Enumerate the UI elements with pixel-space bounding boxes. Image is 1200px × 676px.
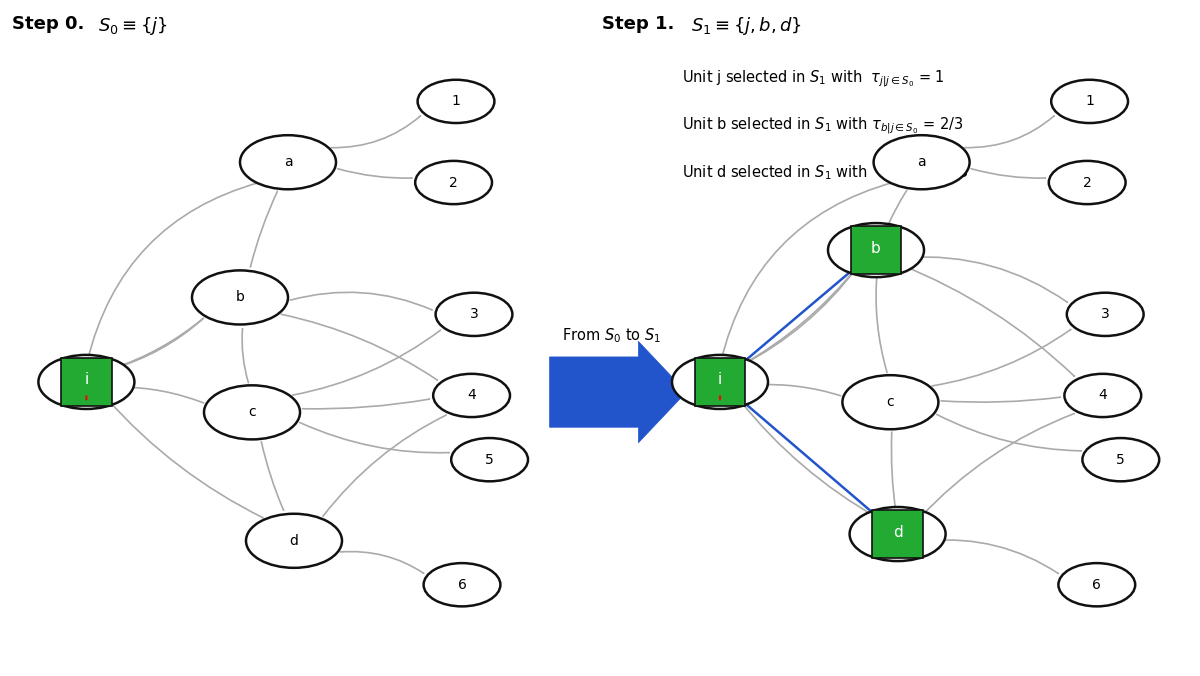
FancyArrowPatch shape (932, 330, 1070, 386)
Text: 4: 4 (467, 389, 476, 402)
Text: b: b (871, 241, 881, 256)
Circle shape (415, 161, 492, 204)
Text: Unit j selected in $S_1$ with  $\tau_{j|j\in S_0}$ = 1: Unit j selected in $S_1$ with $\tau_{j|j… (682, 68, 944, 89)
Circle shape (192, 270, 288, 324)
FancyArrowPatch shape (337, 169, 412, 178)
Circle shape (246, 514, 342, 568)
Circle shape (874, 135, 970, 189)
FancyArrowPatch shape (262, 441, 283, 510)
FancyArrowPatch shape (112, 318, 204, 369)
FancyArrowPatch shape (738, 398, 877, 516)
FancyArrowPatch shape (300, 422, 449, 453)
FancyBboxPatch shape (61, 358, 112, 406)
Text: 3: 3 (1100, 308, 1110, 321)
FancyArrowPatch shape (739, 268, 857, 366)
FancyArrowPatch shape (971, 169, 1045, 178)
Circle shape (850, 507, 946, 561)
FancyArrowPatch shape (293, 331, 440, 395)
Text: Unit d selected in $S_1$ with  $\tau_{d|j\in S_0}$ = 2/3: Unit d selected in $S_1$ with $\tau_{d|j… (682, 164, 967, 185)
Text: 5: 5 (485, 453, 494, 466)
Circle shape (424, 563, 500, 606)
Text: 3: 3 (469, 308, 479, 321)
FancyArrowPatch shape (928, 540, 1058, 573)
Text: 6: 6 (1092, 578, 1102, 592)
FancyArrowPatch shape (251, 191, 277, 267)
FancyArrowPatch shape (110, 319, 203, 369)
Circle shape (38, 355, 134, 409)
FancyArrowPatch shape (754, 385, 841, 395)
Polygon shape (550, 341, 686, 443)
FancyBboxPatch shape (851, 226, 901, 274)
FancyArrowPatch shape (721, 183, 894, 362)
Text: 1: 1 (451, 95, 461, 108)
FancyArrowPatch shape (941, 397, 1060, 402)
Text: i: i (84, 372, 89, 387)
Circle shape (433, 374, 510, 417)
FancyArrowPatch shape (886, 191, 907, 230)
FancyArrowPatch shape (107, 399, 263, 518)
Text: Unit b selected in $S_1$ with $\tau_{b|j\in S_0}$ = 2/3: Unit b selected in $S_1$ with $\tau_{b|j… (682, 115, 964, 136)
Circle shape (1067, 293, 1144, 336)
Circle shape (436, 293, 512, 336)
Circle shape (240, 135, 336, 189)
Text: Step 0.: Step 0. (12, 15, 84, 33)
Text: 2: 2 (1082, 176, 1092, 189)
FancyArrowPatch shape (242, 329, 248, 383)
Text: c: c (887, 395, 894, 409)
FancyArrowPatch shape (119, 387, 204, 403)
FancyArrowPatch shape (739, 268, 856, 366)
FancyArrowPatch shape (937, 414, 1081, 451)
Text: a: a (283, 155, 293, 169)
Text: d: d (893, 525, 902, 539)
FancyArrowPatch shape (331, 116, 420, 147)
FancyArrowPatch shape (290, 292, 432, 310)
Text: $S_1 \equiv \{j, b, d\}$: $S_1 \equiv \{j, b, d\}$ (691, 15, 802, 37)
Text: d: d (289, 534, 299, 548)
FancyArrowPatch shape (899, 264, 1074, 377)
Text: From $S_0$ to $S_1$: From $S_0$ to $S_1$ (563, 326, 661, 345)
Text: 6: 6 (457, 578, 467, 592)
Circle shape (1049, 161, 1126, 204)
Text: 5: 5 (1116, 453, 1126, 466)
FancyArrowPatch shape (892, 432, 896, 513)
Circle shape (1051, 80, 1128, 123)
Text: i: i (718, 372, 722, 387)
Circle shape (1064, 374, 1141, 417)
FancyArrowPatch shape (341, 552, 424, 573)
Circle shape (1058, 563, 1135, 606)
FancyArrowPatch shape (906, 257, 1067, 302)
FancyBboxPatch shape (872, 510, 923, 558)
Text: 4: 4 (1098, 389, 1108, 402)
FancyArrowPatch shape (302, 399, 430, 409)
Circle shape (418, 80, 494, 123)
Text: Step 1.: Step 1. (602, 15, 674, 33)
FancyArrowPatch shape (919, 414, 1074, 519)
FancyArrowPatch shape (88, 183, 260, 362)
FancyArrowPatch shape (281, 314, 437, 380)
Circle shape (451, 438, 528, 481)
Circle shape (1082, 438, 1159, 481)
FancyArrowPatch shape (876, 271, 887, 372)
Text: c: c (248, 406, 256, 419)
Text: 2: 2 (449, 176, 458, 189)
Circle shape (828, 223, 924, 277)
FancyArrowPatch shape (740, 266, 858, 366)
Circle shape (842, 375, 938, 429)
Text: 1: 1 (1085, 95, 1094, 108)
FancyArrowPatch shape (323, 415, 446, 516)
Text: b: b (235, 291, 245, 304)
FancyBboxPatch shape (695, 358, 745, 406)
FancyArrowPatch shape (965, 116, 1054, 147)
Circle shape (204, 385, 300, 439)
FancyArrowPatch shape (739, 400, 878, 518)
Text: $S_0 \equiv \{j\}$: $S_0 \equiv \{j\}$ (98, 15, 168, 37)
Text: a: a (917, 155, 926, 169)
Circle shape (672, 355, 768, 409)
